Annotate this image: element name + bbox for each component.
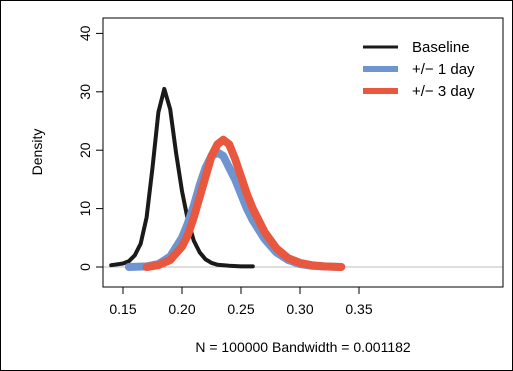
x-tick-label: 0.35 xyxy=(345,301,372,317)
x-tick-label: 0.25 xyxy=(227,301,254,317)
y-tick-label: 30 xyxy=(77,84,93,100)
x-axis: 0.15 0.20 0.25 0.30 0.35 xyxy=(109,286,373,317)
plot-box xyxy=(102,17,504,288)
y-tick-label: 20 xyxy=(77,142,93,158)
series-line-1 xyxy=(109,86,255,269)
y-axis: 0 10 20 30 40 xyxy=(77,25,104,271)
x-axis-label: N = 100000 Bandwidth = 0.001182 xyxy=(195,339,411,355)
legend: Baseline +/− 1 day +/− 3 day xyxy=(363,39,475,100)
y-tick-label: 10 xyxy=(77,201,93,217)
y-axis-label: Density xyxy=(29,129,45,176)
legend-label: +/− 3 day xyxy=(412,83,475,100)
series-line-3 xyxy=(142,135,346,271)
x-tick-label: 0.30 xyxy=(286,301,313,317)
series-layer xyxy=(109,86,346,271)
y-tick-label: 0 xyxy=(77,263,93,271)
x-tick-label: 0.20 xyxy=(168,301,195,317)
y-tick-label: 40 xyxy=(77,25,93,41)
legend-label: +/− 1 day xyxy=(412,61,475,78)
legend-label: Baseline xyxy=(412,39,470,56)
x-tick-label: 0.15 xyxy=(109,301,136,317)
